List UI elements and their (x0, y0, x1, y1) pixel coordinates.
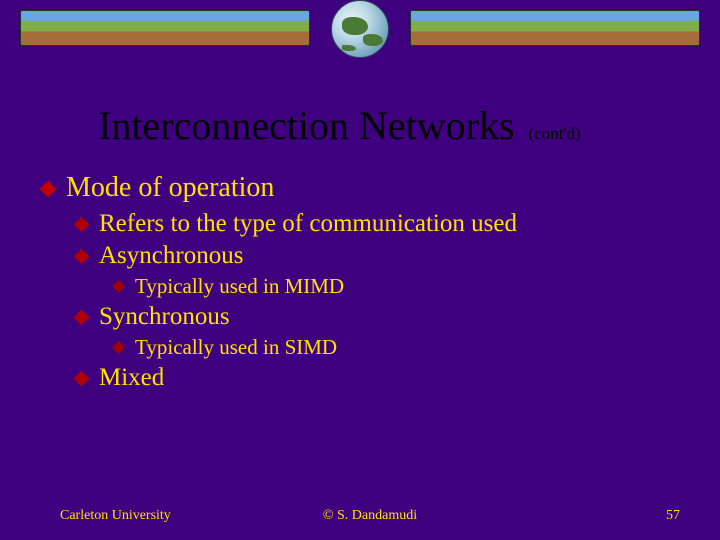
bullet-text: Typically used in MIMD (135, 274, 344, 299)
bullet-l2-async: Asynchronous (76, 242, 680, 270)
diamond-bullet-icon (112, 341, 125, 354)
title-row: Interconnection Networks (cont'd) (98, 102, 680, 149)
bullet-l2-sync: Synchronous (76, 303, 680, 331)
diamond-bullet-icon (74, 310, 90, 326)
diamond-bullet-icon (74, 249, 90, 265)
bullet-text: Refers to the type of communication used (99, 210, 517, 238)
bullet-text: Synchronous (99, 303, 230, 331)
bullet-text: Mode of operation (66, 172, 274, 204)
bullet-l2-refers: Refers to the type of communication used (76, 210, 680, 238)
banner-right-strip (410, 10, 700, 46)
banner-left-strip (20, 10, 310, 46)
bullet-text: Asynchronous (99, 242, 243, 270)
diamond-bullet-icon (74, 371, 90, 387)
bullet-l2-mixed: Mixed (76, 364, 680, 392)
bullet-text: Typically used in SIMD (135, 335, 337, 360)
slide-contd: (cont'd) (529, 124, 581, 144)
footer-center: © S. Dandamudi (323, 508, 417, 524)
footer-left: Carleton University (60, 508, 171, 524)
header-banner (20, 10, 700, 48)
diamond-bullet-icon (40, 181, 57, 198)
footer: Carleton University © S. Dandamudi 57 (60, 508, 680, 524)
bullet-text: Mixed (99, 364, 164, 392)
footer-right: 57 (666, 508, 680, 524)
bullet-l1-mode: Mode of operation (42, 172, 680, 204)
bullet-l3-sync-sub: Typically used in SIMD (114, 335, 680, 360)
bullet-l3-async-sub: Typically used in MIMD (114, 274, 680, 299)
diamond-bullet-icon (74, 217, 90, 233)
globe-icon (331, 0, 389, 58)
diamond-bullet-icon (112, 280, 125, 293)
content-area: Mode of operation Refers to the type of … (42, 172, 680, 396)
slide-title: Interconnection Networks (98, 102, 515, 149)
